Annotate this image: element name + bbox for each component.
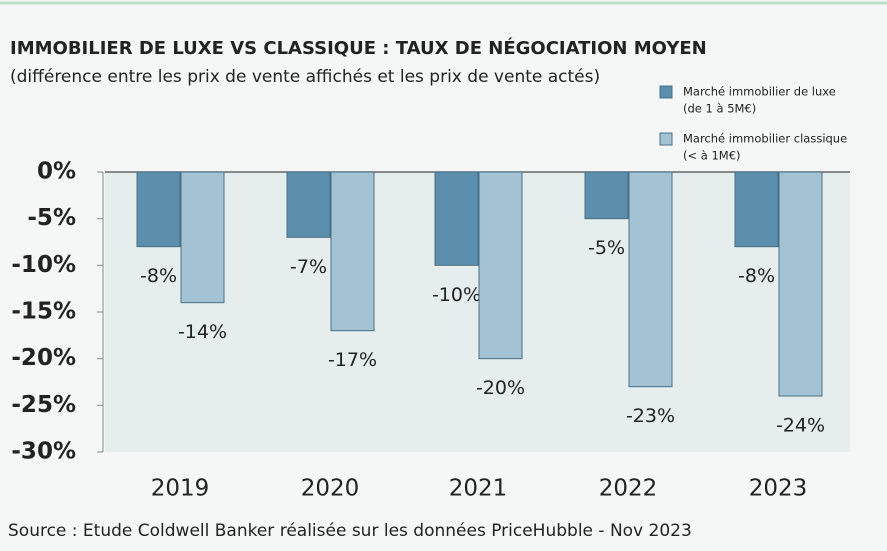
y-tick-label: -10% bbox=[11, 252, 76, 278]
data-label: -8% bbox=[140, 265, 177, 287]
y-tick-label: -30% bbox=[11, 439, 76, 465]
x-tick-label: 2023 bbox=[749, 476, 808, 502]
y-tick-label: -15% bbox=[11, 299, 76, 325]
data-label: -20% bbox=[476, 377, 525, 399]
y-tick-label: -25% bbox=[11, 392, 76, 418]
bar bbox=[628, 171, 673, 388]
chart-subtitle: (différence entre les prix de vente affi… bbox=[10, 67, 600, 87]
data-label: -23% bbox=[626, 405, 675, 427]
legend-detail: (de 1 à 5M€) bbox=[683, 102, 756, 116]
legend-swatch bbox=[659, 85, 673, 99]
data-label: -17% bbox=[328, 349, 377, 371]
chart-title: IMMOBILIER DE LUXE VS CLASSIQUE : TAUX D… bbox=[10, 37, 707, 59]
bar bbox=[330, 171, 375, 332]
bar bbox=[778, 171, 823, 397]
bar bbox=[136, 171, 181, 248]
data-label: -10% bbox=[432, 284, 481, 306]
y-tick-label: -20% bbox=[11, 345, 76, 371]
x-tick-label: 2021 bbox=[449, 476, 508, 502]
x-tick-label: 2020 bbox=[301, 476, 360, 502]
y-tick-label: 0% bbox=[37, 159, 76, 185]
legend-label: Marché immobilier de luxe bbox=[683, 85, 836, 99]
y-tick-label: -5% bbox=[27, 205, 76, 231]
data-label: -8% bbox=[738, 265, 775, 287]
data-label: -24% bbox=[776, 415, 825, 437]
data-label: -14% bbox=[178, 321, 227, 343]
data-label: -5% bbox=[588, 237, 625, 259]
x-tick-label: 2019 bbox=[151, 476, 210, 502]
legend-detail: (< à 1M€) bbox=[683, 149, 741, 163]
legend-label: Marché immobilier classique bbox=[683, 132, 847, 146]
bar bbox=[434, 171, 479, 266]
bar bbox=[180, 171, 225, 304]
bar bbox=[734, 171, 779, 248]
x-tick-label: 2022 bbox=[599, 476, 658, 502]
data-label: -7% bbox=[290, 256, 327, 278]
legend-swatch bbox=[659, 132, 673, 146]
bar bbox=[478, 171, 523, 360]
bar bbox=[286, 171, 331, 238]
source: Source : Etude Coldwell Banker réalisée … bbox=[8, 521, 692, 541]
bar bbox=[584, 171, 629, 220]
